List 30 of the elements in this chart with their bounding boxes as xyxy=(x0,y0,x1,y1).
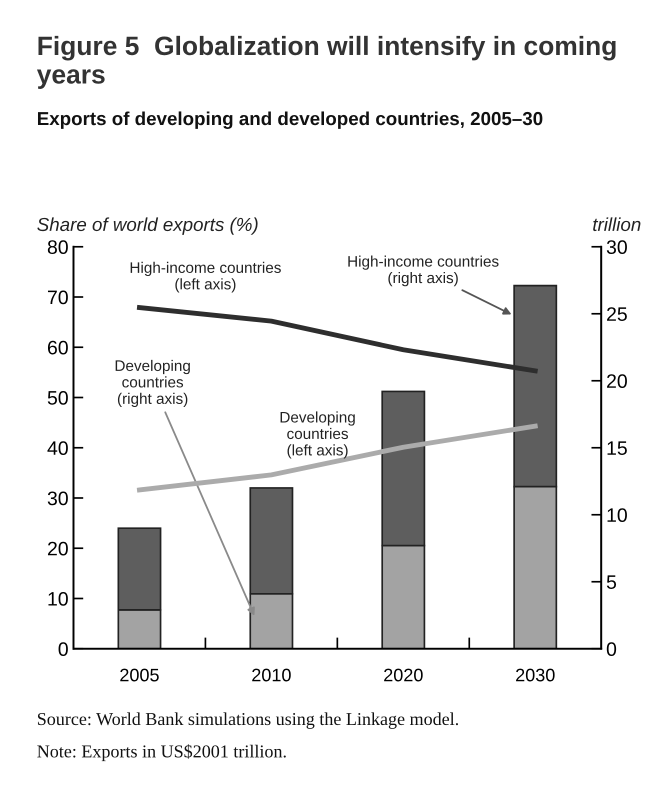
y2-tick-label: 10 xyxy=(608,508,627,522)
x-tick-label: 2030 xyxy=(516,668,555,682)
y-tick-label: 0 xyxy=(58,642,68,656)
chart-subtitle: Exports of developing and developed countries, 2005–30 xyxy=(38,111,542,129)
series-label: High-income countries (right axis) xyxy=(348,256,499,286)
chart-title: Figure 5 Globalization will intensify in coming years xyxy=(36,36,616,89)
text: Note: Exports in US$2001 trillion. xyxy=(37,744,286,762)
x-tick-label: 2020 xyxy=(384,668,423,682)
y2-axis-title: trillion xyxy=(593,217,640,232)
y-tick-label: 80 xyxy=(48,240,68,254)
y2-tick-label: 30 xyxy=(606,240,627,254)
y-tick-label: 40 xyxy=(47,441,68,455)
x-tick-label: 2005 xyxy=(120,668,159,682)
y-tick-label: 70 xyxy=(48,290,68,304)
y-tick-label: 10 xyxy=(48,592,68,606)
y-tick-label: 30 xyxy=(48,491,68,506)
y-tick-label: 50 xyxy=(48,390,68,405)
y2-tick-label: 5 xyxy=(606,575,616,589)
x-tick-label: 2010 xyxy=(252,668,291,682)
text: Developing countries (right axis) xyxy=(116,360,190,408)
y-axis-title: Share of world exports (%) xyxy=(37,217,258,235)
y2-tick-label: 20 xyxy=(607,374,627,388)
y2-tick-label: 15 xyxy=(608,441,627,455)
series-label: High-income countries (left axis) xyxy=(130,262,281,292)
y-tick-label: 20 xyxy=(48,542,68,556)
series-label: Developing countries (left axis) xyxy=(280,411,355,459)
y-tick-label: 60 xyxy=(48,340,68,354)
y2-tick-label: 25 xyxy=(607,307,627,321)
source-note: Source: World Bank simulations using the Linkage model. xyxy=(38,712,458,729)
y2-tick-label: 0 xyxy=(606,642,616,656)
